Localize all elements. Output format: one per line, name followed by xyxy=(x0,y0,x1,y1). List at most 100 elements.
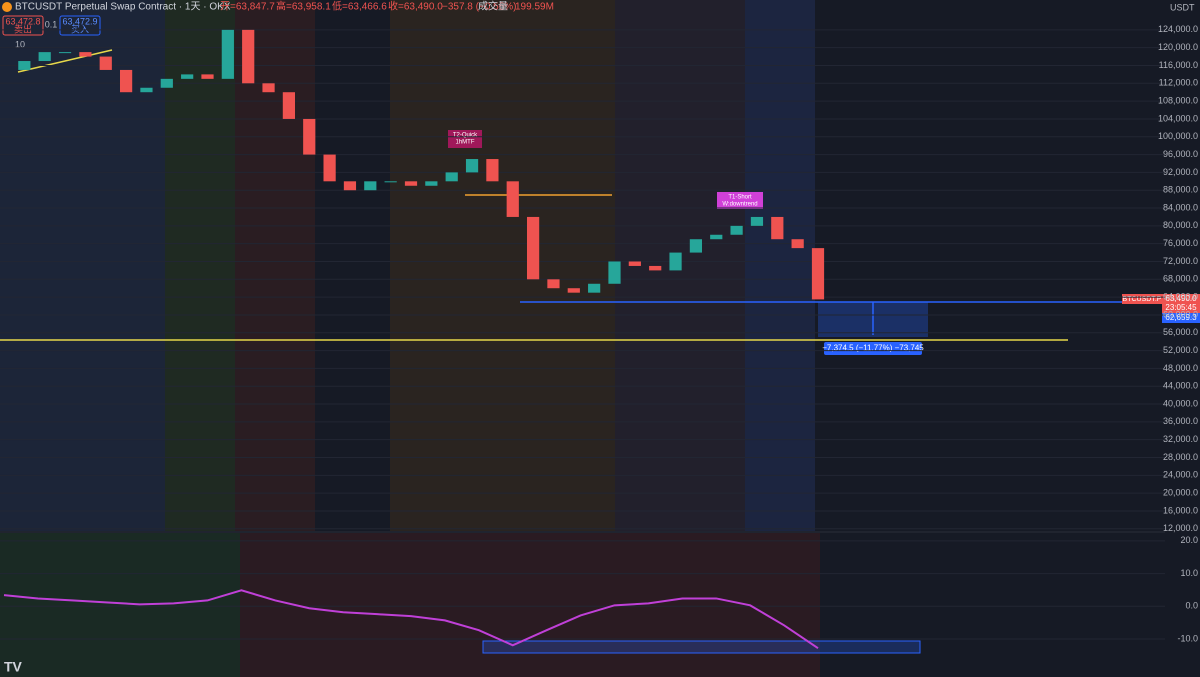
candle xyxy=(628,261,641,266)
y-tick-label: 88,000.0 xyxy=(1163,185,1198,195)
y-tick-label: 0.0 xyxy=(1185,601,1198,611)
band xyxy=(0,533,240,677)
zone xyxy=(482,640,921,654)
volume-label: 成交量 xyxy=(478,0,508,13)
symbol: BTCUSDT Perpetual Swap Contract · 1天 · O… xyxy=(15,2,231,13)
y-tick-label: 64,000.0 xyxy=(1163,292,1198,302)
signal-text: T2-Quick xyxy=(453,133,478,139)
y-tick-label: 10.0 xyxy=(1180,568,1198,578)
candle xyxy=(486,159,499,182)
candle xyxy=(547,279,560,289)
sell-label[interactable]: 卖出 xyxy=(14,23,32,34)
currency[interactable]: USDT xyxy=(1170,2,1195,12)
candle xyxy=(282,92,296,119)
y-tick-label: 124,000.0 xyxy=(1158,24,1198,34)
y-tick-label: 100,000.0 xyxy=(1158,131,1198,141)
candle xyxy=(730,225,743,235)
buy-button[interactable] xyxy=(59,15,101,36)
symbol-tag-text: BTCUSDT.P xyxy=(1123,296,1162,303)
countdown: 23:05:45 xyxy=(1165,303,1197,312)
band xyxy=(390,0,615,531)
coin-icon xyxy=(2,2,12,12)
candle xyxy=(506,181,519,217)
y-tick-label: -10.0 xyxy=(1177,633,1198,643)
y-tick-label: 24,000.0 xyxy=(1163,470,1198,480)
candle xyxy=(771,216,784,240)
y-tick-label: 92,000.0 xyxy=(1163,167,1198,177)
signal-text: W:downtrend xyxy=(722,202,757,208)
y-tick-label: 52,000.0 xyxy=(1163,345,1198,355)
y-tick-label: 16,000.0 xyxy=(1163,505,1198,515)
candle xyxy=(79,52,92,57)
candle xyxy=(262,83,275,93)
symbol-tag xyxy=(1122,294,1162,304)
sell-button[interactable] xyxy=(2,15,44,36)
y-tick-label: 40,000.0 xyxy=(1163,398,1198,408)
y-tick-label: 20.0 xyxy=(1180,535,1198,545)
candle xyxy=(750,216,764,226)
signal-box xyxy=(448,130,482,148)
band xyxy=(235,0,315,531)
y-tick-label: 120,000.0 xyxy=(1158,42,1198,52)
logo: TV xyxy=(4,659,23,675)
candle xyxy=(425,181,438,186)
measure-label-box xyxy=(824,342,922,355)
candle xyxy=(465,159,479,173)
spread: 0.1 xyxy=(45,19,58,29)
y-tick-label: 108,000.0 xyxy=(1158,95,1198,105)
volume: 199.59M xyxy=(515,2,554,13)
candle xyxy=(445,172,458,182)
level-tag xyxy=(1162,313,1200,323)
signal-text: T1-Short xyxy=(728,195,752,201)
candle xyxy=(649,265,662,271)
candle xyxy=(343,181,357,191)
candle xyxy=(58,52,72,54)
signal-box xyxy=(717,192,763,209)
oscillator-line xyxy=(3,589,819,650)
band xyxy=(165,0,235,531)
candle xyxy=(303,118,316,155)
candle xyxy=(669,252,682,271)
candle xyxy=(689,239,703,253)
candle xyxy=(364,181,377,191)
band xyxy=(0,0,165,531)
y-tick-label: 112,000.0 xyxy=(1159,78,1198,88)
candle xyxy=(99,56,112,70)
y-tick-label: 80,000.0 xyxy=(1163,220,1198,230)
y-tick-label: 28,000.0 xyxy=(1163,452,1198,462)
candle xyxy=(140,87,153,93)
trend-line xyxy=(17,49,113,73)
candle xyxy=(526,216,540,280)
y-tick-label: 116,000.0 xyxy=(1159,60,1198,70)
candle xyxy=(791,239,804,249)
candle xyxy=(608,261,621,284)
sell-price[interactable]: 63,472.8 xyxy=(5,16,40,26)
candle xyxy=(181,74,194,79)
y-tick-label: 84,000.0 xyxy=(1163,202,1198,212)
candle xyxy=(160,78,173,88)
candle xyxy=(18,61,31,70)
change: −357.8 (−0.56%) xyxy=(442,2,517,13)
candle xyxy=(221,29,234,79)
candle xyxy=(384,181,397,183)
measure-label: −7,374.5 (−11.77%) −73,745 xyxy=(822,344,924,353)
candle xyxy=(323,154,336,182)
y-tick-label: 72,000.0 xyxy=(1163,256,1198,266)
candle xyxy=(567,288,580,293)
indicator-count[interactable]: 10 xyxy=(15,39,25,49)
y-tick-label: 68,000.0 xyxy=(1163,274,1198,284)
signal-text: 1hMTF xyxy=(455,140,474,146)
band xyxy=(240,533,820,677)
high: 高=63,958.1 xyxy=(276,0,331,13)
candle xyxy=(588,283,601,293)
candle xyxy=(811,248,825,300)
y-tick-label: 104,000.0 xyxy=(1158,113,1198,123)
price-tag xyxy=(1162,294,1200,313)
y-tick-label: 36,000.0 xyxy=(1163,416,1198,426)
buy-price[interactable]: 63,472.9 xyxy=(62,16,97,26)
y-tick-label: 12,000.0 xyxy=(1163,523,1198,533)
price-tag-text: 63,490.0 xyxy=(1165,294,1197,303)
candle xyxy=(404,181,418,186)
